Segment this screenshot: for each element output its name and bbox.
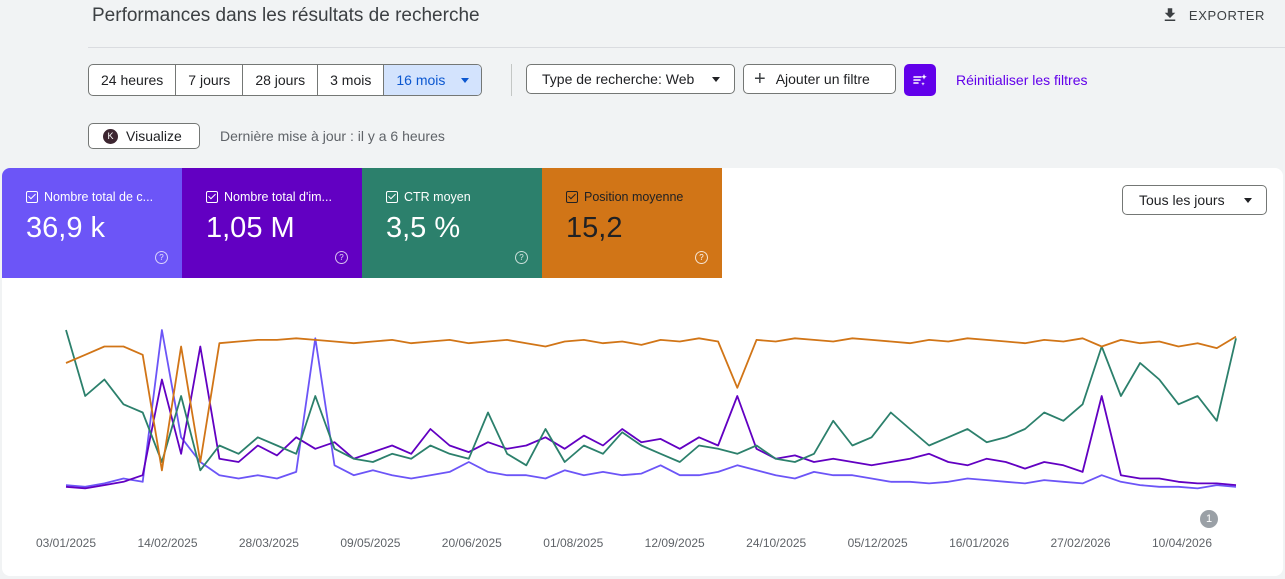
last-update-text: Dernière mise à jour : il y a 6 heures <box>220 128 445 144</box>
x-tick-label: 16/01/2026 <box>949 536 1009 550</box>
visualize-label: Visualize <box>126 128 182 144</box>
series-line-2 <box>65 345 1237 490</box>
metric-value: 1,05 M <box>206 212 295 244</box>
export-label: EXPORTER <box>1188 7 1265 23</box>
add-filter-label: Ajouter un filtre <box>775 71 870 87</box>
date-range-group: 24 heures 7 jours 28 jours 3 mois 16 moi… <box>88 64 483 96</box>
help-icon[interactable]: ? <box>515 251 528 264</box>
help-icon[interactable]: ? <box>695 251 708 264</box>
caret-down-icon <box>712 76 720 82</box>
series-line-1 <box>65 329 1237 490</box>
x-tick-label: 05/12/2025 <box>848 536 908 550</box>
metric-value: 36,9 k <box>26 212 105 244</box>
range-3m-button[interactable]: 3 mois <box>318 65 385 95</box>
x-tick-label: 27/02/2026 <box>1050 536 1110 550</box>
range-16m-label: 16 mois <box>396 72 446 88</box>
series-line-3 <box>65 329 1237 472</box>
checkbox-icon[interactable] <box>566 191 578 203</box>
checkbox-icon[interactable] <box>386 191 398 203</box>
x-tick-label: 12/09/2025 <box>645 536 705 550</box>
download-icon <box>1164 8 1176 21</box>
metric-label: Nombre total de c... <box>44 190 154 204</box>
metric-position-card[interactable]: Position moyenne 15,2 ? <box>542 168 722 278</box>
metric-label: Nombre total d'im... <box>224 190 332 204</box>
metric-value: 3,5 % <box>386 212 461 244</box>
x-tick-label: 10/04/2026 <box>1152 536 1212 550</box>
help-icon[interactable]: ? <box>155 251 168 264</box>
range-28d-button[interactable]: 28 jours <box>243 65 319 95</box>
x-tick-label: 24/10/2025 <box>746 536 806 550</box>
plus-icon: + <box>754 68 766 90</box>
metric-value: 15,2 <box>566 212 623 244</box>
header-divider <box>88 47 1285 48</box>
search-type-dropdown[interactable]: Type de recherche: Web <box>526 64 735 94</box>
help-icon[interactable]: ? <box>335 251 348 264</box>
series-line-4 <box>65 335 1237 472</box>
search-type-label: Type de recherche: Web <box>542 71 695 87</box>
visualize-button[interactable]: K Visualize <box>88 123 200 149</box>
range-7d-button[interactable]: 7 jours <box>176 65 244 95</box>
metric-label: CTR moyen <box>404 190 471 204</box>
x-tick-label: 28/03/2025 <box>239 536 299 550</box>
x-tick-label: 01/08/2025 <box>543 536 603 550</box>
export-button[interactable]: EXPORTER <box>1161 6 1265 24</box>
page-title: Performances dans les résultats de reche… <box>92 5 480 26</box>
add-filter-button[interactable]: + Ajouter un filtre <box>743 64 896 94</box>
caret-down-icon <box>1244 197 1252 203</box>
reset-filters-link[interactable]: Réinitialiser les filtres <box>956 72 1088 88</box>
x-tick-label: 20/06/2025 <box>442 536 502 550</box>
metric-ctr-card[interactable]: CTR moyen 3,5 % ? <box>362 168 542 278</box>
caret-down-icon <box>461 77 470 83</box>
visualize-logo: K <box>103 128 118 144</box>
filter-settings-button[interactable] <box>904 64 936 96</box>
metric-clicks-card[interactable]: Nombre total de c... 36,9 k ? <box>2 168 182 278</box>
checkbox-icon[interactable] <box>26 191 38 203</box>
x-tick-label: 09/05/2025 <box>340 536 400 550</box>
filter-sparkle-icon <box>913 74 927 86</box>
metric-impressions-card[interactable]: Nombre total d'im... 1,05 M ? <box>182 168 362 278</box>
filter-divider <box>511 64 512 96</box>
annotation-marker[interactable]: 1 <box>1200 510 1218 528</box>
range-24h-button[interactable]: 24 heures <box>89 65 177 95</box>
range-16m-button[interactable]: 16 mois <box>384 65 482 95</box>
metric-label: Position moyenne <box>584 190 684 204</box>
x-tick-label: 03/01/2025 <box>36 536 96 550</box>
granularity-label: Tous les jours <box>1139 192 1225 208</box>
x-tick-label: 14/02/2025 <box>137 536 197 550</box>
granularity-dropdown[interactable]: Tous les jours <box>1122 185 1267 215</box>
checkbox-icon[interactable] <box>206 191 218 203</box>
